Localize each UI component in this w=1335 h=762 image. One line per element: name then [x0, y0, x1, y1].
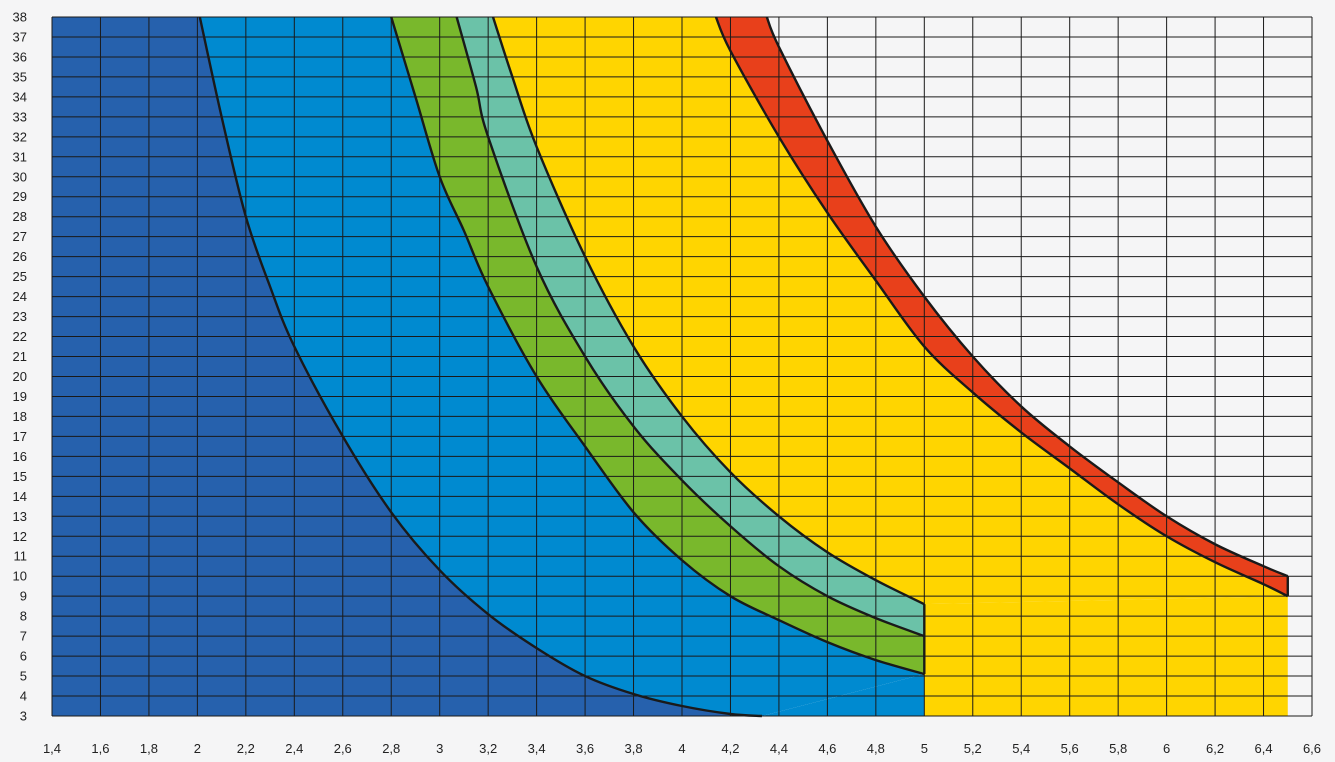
curves-layer — [198, 16, 1289, 718]
y-tick-label: 8 — [20, 609, 27, 624]
y-tick-label: 7 — [20, 629, 27, 644]
y-tick-label: 3 — [20, 709, 27, 724]
x-tick-label: 4,4 — [770, 741, 788, 756]
y-tick-label: 16 — [13, 449, 27, 464]
x-tick-label: 1,8 — [140, 741, 158, 756]
x-tick-label: 6,2 — [1206, 741, 1224, 756]
y-tick-label: 15 — [13, 469, 27, 484]
y-tick-label: 32 — [13, 129, 27, 144]
x-tick-label: 5,6 — [1061, 741, 1079, 756]
boundary-curve-c6 — [765, 16, 1289, 578]
zone-2 — [199, 17, 925, 716]
boundary-curve-c4 — [491, 16, 925, 606]
x-tick-label: 2,4 — [285, 741, 303, 756]
y-axis-ticks: 3456789101112131415161718192021222324252… — [13, 10, 27, 724]
x-axis-ticks: 1,4 1,6 1,8 2 2,2 2,4 2,6 2,8 3 3,2 3,4 3,6 3,8 4 4,2 4… — [43, 741, 1321, 756]
y-tick-label: 35 — [13, 69, 27, 84]
y-tick-label: 11 — [14, 549, 28, 564]
zone-5 — [493, 17, 1288, 605]
x-tick-label: 3,2 — [479, 741, 497, 756]
y-tick-label: 30 — [13, 169, 27, 184]
y-tick-label: 4 — [20, 689, 27, 704]
y-tick-label: 38 — [13, 10, 27, 25]
y-tick-label: 36 — [13, 49, 27, 64]
zone-1 — [52, 17, 762, 716]
x-tick-label: 2,6 — [334, 741, 352, 756]
y-tick-label: 6 — [20, 649, 27, 664]
y-tick-label: 22 — [13, 329, 27, 344]
y-tick-label: 19 — [13, 389, 27, 404]
x-tick-label: 4 — [678, 741, 685, 756]
x-tick-label: 4,2 — [721, 741, 739, 756]
y-tick-label: 31 — [13, 149, 27, 164]
x-tick-label: 3 — [436, 741, 443, 756]
y-tick-label: 28 — [13, 209, 27, 224]
x-tick-label: 5 — [921, 741, 928, 756]
zone-6 — [715, 17, 1288, 597]
regions-layer — [52, 17, 1288, 716]
y-tick-label: 13 — [13, 509, 27, 524]
y-tick-label: 20 — [13, 369, 27, 384]
y-tick-label: 37 — [13, 29, 27, 44]
x-tick-label: 4,6 — [818, 741, 836, 756]
x-tick-label: 2 — [194, 741, 201, 756]
boundary-curve-c3 — [455, 16, 925, 638]
x-tick-label: 3,4 — [528, 741, 546, 756]
y-tick-label: 29 — [13, 189, 27, 204]
x-tick-label: 3,6 — [576, 741, 594, 756]
x-tick-label: 2,8 — [382, 741, 400, 756]
y-tick-label: 18 — [13, 409, 27, 424]
y-tick-label: 25 — [13, 269, 27, 284]
y-tick-label: 24 — [13, 289, 27, 304]
grid-layer — [51, 16, 1313, 717]
x-tick-label: 5,2 — [964, 741, 982, 756]
boundary-curve-c2 — [390, 16, 925, 676]
x-tick-label: 6,4 — [1254, 741, 1272, 756]
x-tick-label: 1,6 — [91, 741, 109, 756]
zone-4 — [456, 17, 925, 637]
zone-3 — [391, 17, 925, 675]
y-tick-label: 10 — [13, 569, 27, 584]
y-tick-label: 27 — [13, 229, 27, 244]
x-tick-label: 4,8 — [867, 741, 885, 756]
zone-2-base — [761, 674, 925, 716]
y-tick-label: 12 — [13, 529, 27, 544]
x-tick-label: 6,6 — [1303, 741, 1321, 756]
x-tick-label: 5,8 — [1109, 741, 1127, 756]
y-tick-label: 34 — [13, 89, 27, 104]
y-tick-label: 23 — [13, 309, 27, 324]
y-tick-label: 17 — [13, 429, 27, 444]
y-tick-label: 21 — [13, 349, 27, 364]
x-tick-label: 1,4 — [43, 741, 61, 756]
y-tick-label: 5 — [20, 669, 27, 684]
y-tick-label: 33 — [13, 109, 27, 124]
x-tick-label: 2,2 — [237, 741, 255, 756]
boundary-curve-c5 — [714, 16, 1289, 598]
x-tick-label: 5,4 — [1012, 741, 1030, 756]
x-tick-label: 3,8 — [624, 741, 642, 756]
x-tick-label: 6 — [1163, 741, 1170, 756]
y-tick-label: 26 — [13, 249, 27, 264]
boundary-curve-c1 — [198, 16, 763, 718]
y-tick-label: 9 — [20, 589, 27, 604]
y-tick-label: 14 — [13, 489, 27, 504]
